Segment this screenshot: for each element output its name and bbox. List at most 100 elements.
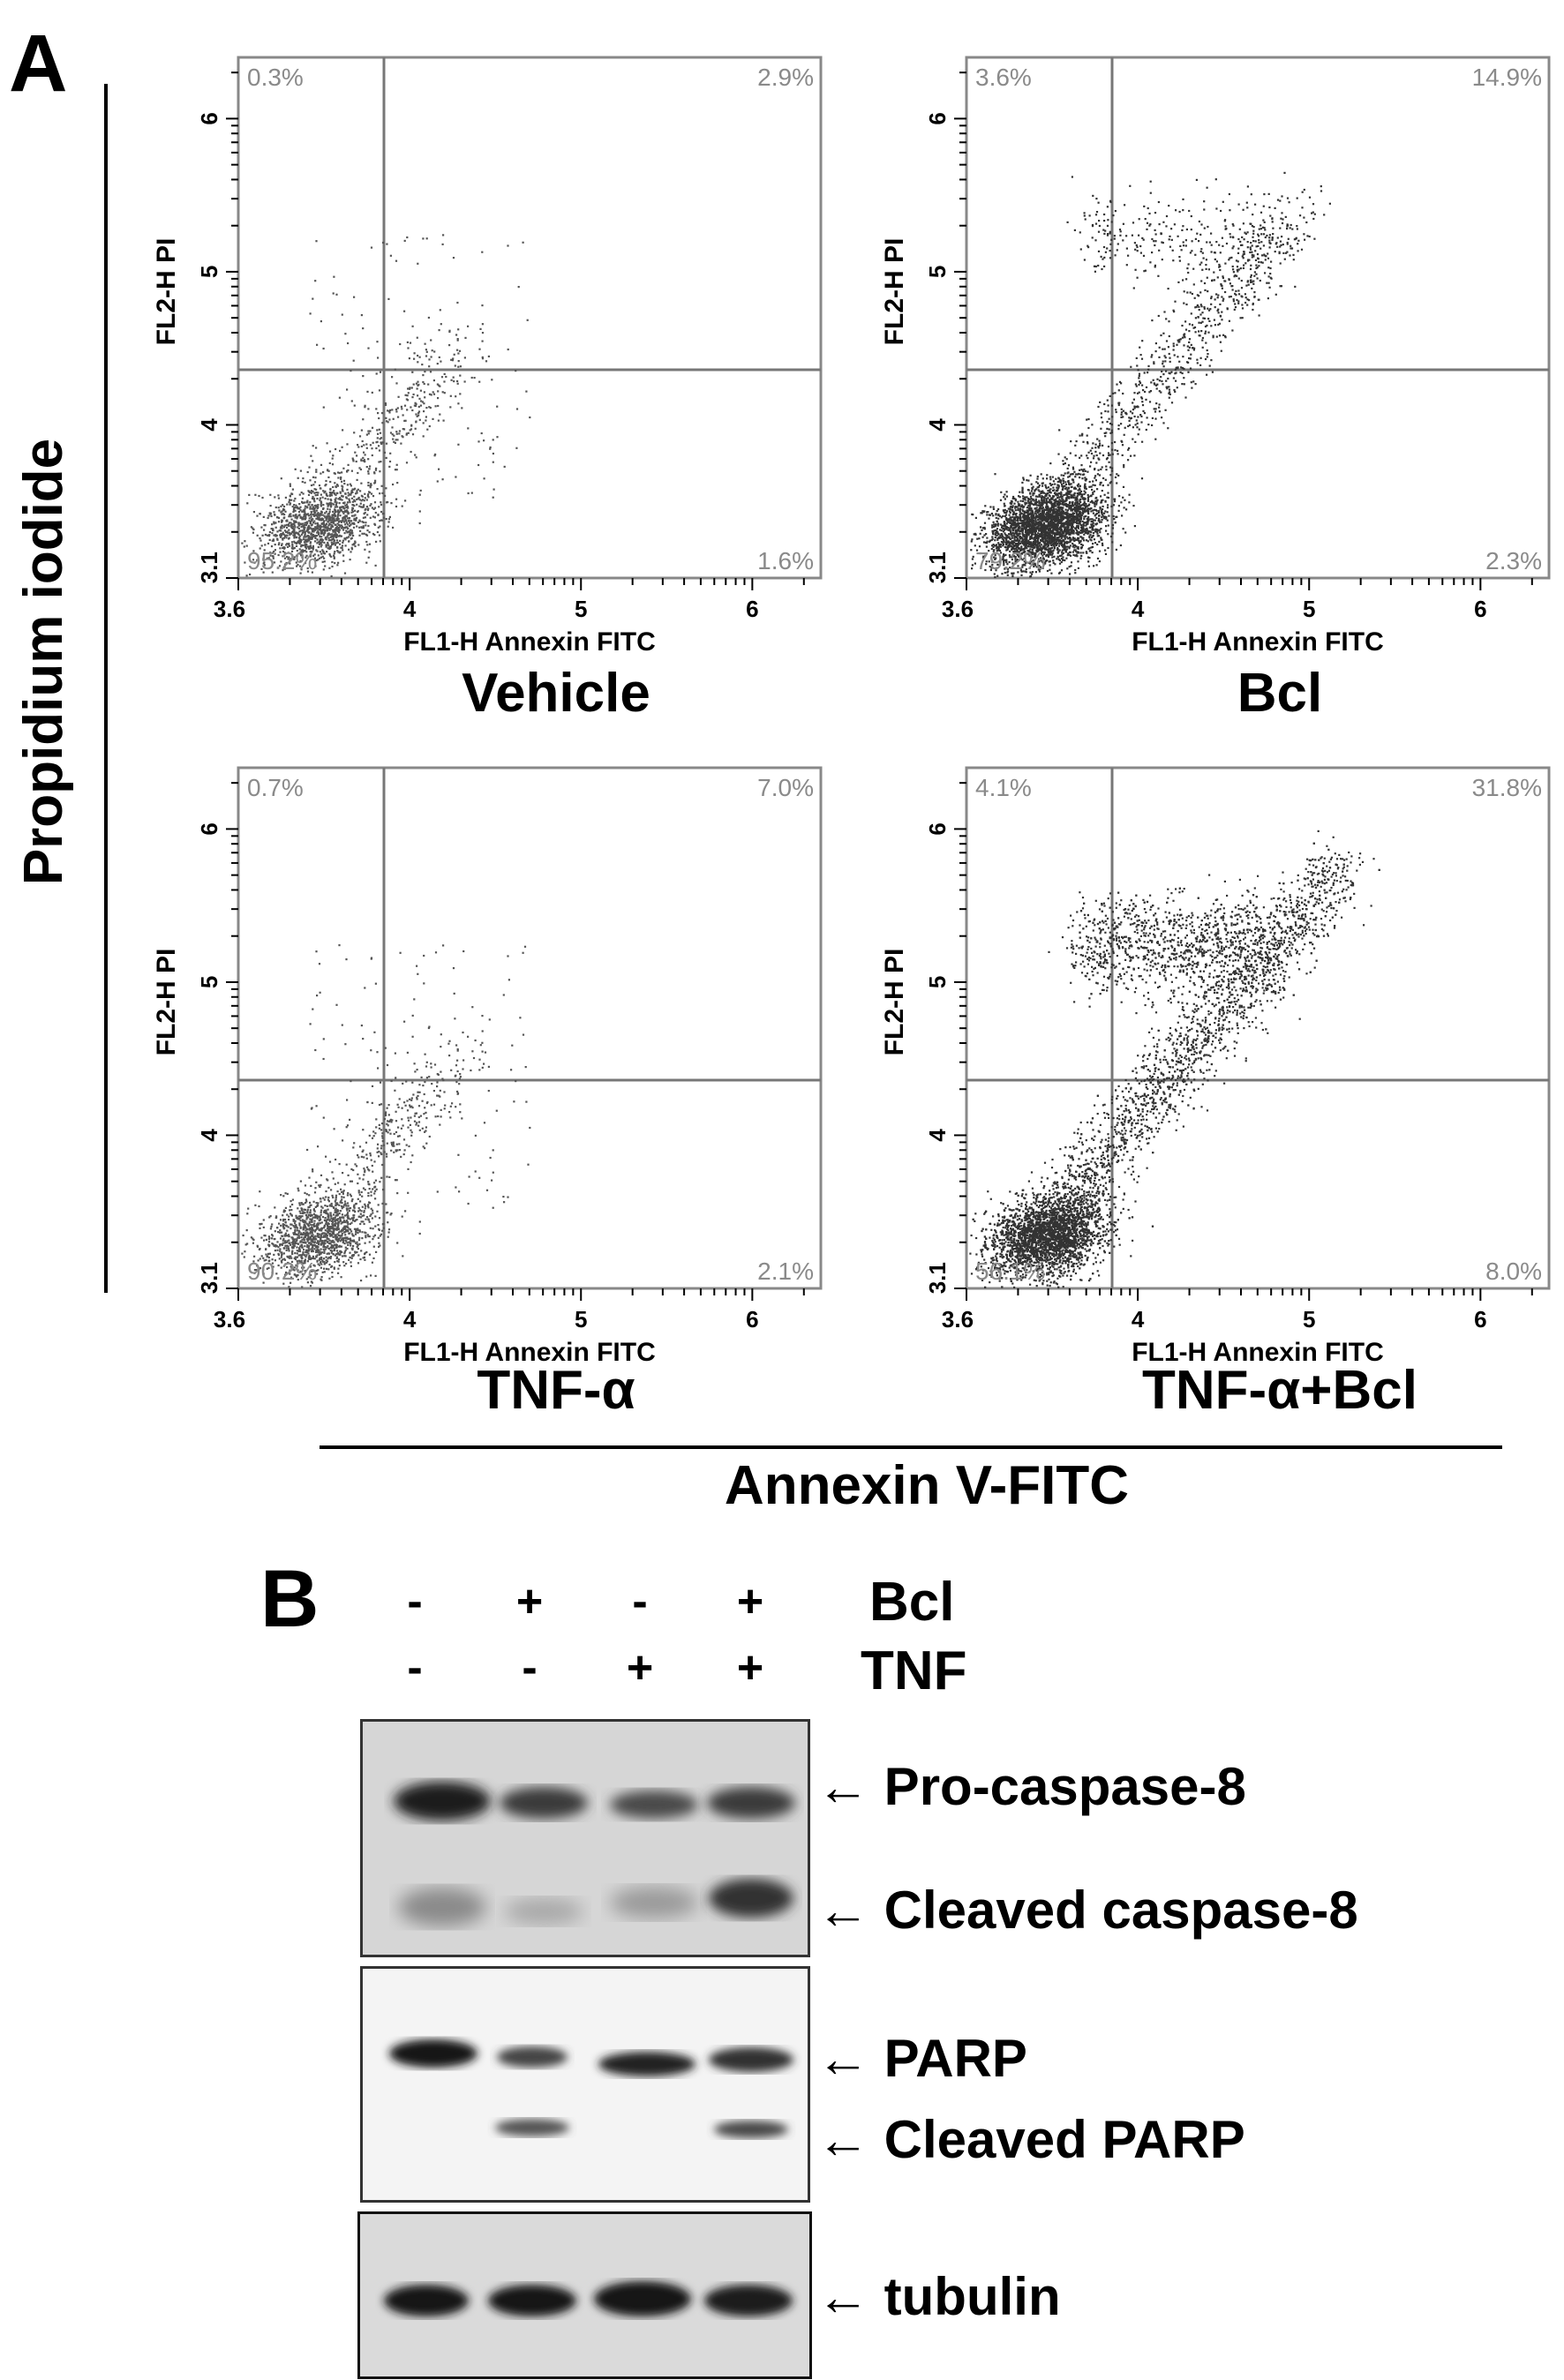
scatter-point [1107, 496, 1110, 499]
scatter-point [1077, 547, 1079, 550]
scatter-point [1147, 372, 1149, 374]
scatter-point [1061, 484, 1064, 488]
scatter-point [1253, 296, 1256, 298]
scatter-point [325, 519, 327, 522]
scatter-point [1196, 232, 1199, 235]
scatter-point [307, 490, 310, 492]
scatter-point [288, 515, 290, 518]
scatter-point [1092, 492, 1094, 496]
scatter-point [301, 549, 305, 552]
scatter-point [329, 536, 332, 538]
scatter-point [1087, 451, 1090, 454]
scatter-point [428, 424, 431, 428]
scatter-point [313, 504, 316, 507]
scatter-point [307, 531, 311, 534]
scatter-point [1191, 292, 1193, 296]
scatter-point [363, 512, 365, 515]
scatter-point [1218, 263, 1221, 267]
scatter-point [1041, 531, 1044, 534]
scatter-point [1070, 522, 1072, 525]
scatter-point [1268, 236, 1271, 239]
scatter-point [1123, 463, 1125, 467]
scatter-point [1007, 541, 1010, 544]
scatter-point [1052, 517, 1055, 520]
scatter-point [1045, 539, 1048, 542]
scatter-point [1212, 336, 1214, 339]
scatter-point [290, 518, 293, 521]
scatter-point [1082, 522, 1085, 526]
scatter-point [1039, 515, 1041, 518]
scatter-point [340, 508, 342, 512]
scatter-point [1179, 338, 1182, 341]
scatter-point [1074, 454, 1077, 457]
scatter-point [1004, 567, 1007, 570]
scatter-point [1024, 499, 1026, 501]
scatter-point [1006, 574, 1009, 576]
scatter-point [306, 540, 309, 543]
scatter-point [1219, 303, 1222, 305]
scatter-point [329, 506, 332, 508]
scatter-point [1210, 251, 1213, 253]
scatter-point [358, 505, 361, 507]
scatter-point [1138, 218, 1140, 221]
scatter-point [1049, 514, 1051, 517]
scatter-point [1031, 571, 1034, 574]
scatter-point [1147, 424, 1150, 426]
scatter-point [316, 522, 319, 525]
scatter-point [1027, 479, 1030, 482]
scatter-point [312, 535, 315, 538]
scatter-point [312, 514, 316, 517]
scatter-point [1043, 499, 1046, 501]
scatter-point [1002, 524, 1004, 527]
scatter-point [326, 502, 328, 505]
scatter-point [335, 534, 338, 537]
scatter-point [1200, 330, 1203, 333]
scatter-point [1060, 510, 1064, 513]
scatter-point [424, 371, 426, 373]
scatter-point [1134, 268, 1137, 271]
scatter-point [277, 553, 280, 557]
scatter-point [1169, 360, 1171, 363]
scatter-point [998, 514, 1002, 517]
scatter-point [1252, 214, 1254, 216]
scatter-point [303, 550, 305, 552]
scatter-point [410, 424, 413, 426]
scatter-point [333, 518, 335, 521]
scatter-point [1138, 372, 1141, 375]
scatter-point [1128, 493, 1131, 496]
scatter-point [997, 549, 1000, 552]
scatter-point [337, 518, 340, 521]
scatter-point [341, 544, 344, 547]
scatter-point [323, 560, 326, 563]
scatter-point [353, 514, 356, 517]
scatter-point [437, 404, 440, 408]
scatter-point [1047, 545, 1049, 548]
scatter-point [1041, 514, 1043, 516]
scatter-point [377, 432, 380, 435]
scatter-point [1059, 535, 1062, 537]
scatter-point [1059, 492, 1062, 496]
scatter-point [1066, 537, 1069, 540]
scatter-point [304, 509, 306, 512]
scatter-point [982, 556, 985, 559]
scatter-point [1050, 544, 1053, 546]
scatter-point [463, 357, 466, 359]
scatter-point [1101, 490, 1103, 492]
scatter-point [1079, 231, 1081, 234]
scatter-point [1029, 495, 1033, 498]
scatter-point [296, 565, 298, 567]
scatter-point [1000, 529, 1003, 532]
scatter-point [1006, 521, 1010, 523]
scatter-point [320, 503, 322, 506]
scatter-point [1082, 497, 1085, 499]
scatter-point [312, 529, 314, 532]
scatter-point [1158, 403, 1161, 406]
scatter-point [1035, 481, 1038, 484]
scatter-point [327, 521, 329, 523]
scatter-point [428, 358, 431, 361]
scatter-point [304, 562, 307, 565]
scatter-point [1149, 191, 1152, 194]
scatter-point [1187, 371, 1190, 373]
scatter-point [1054, 520, 1056, 522]
scatter-point [1020, 540, 1023, 543]
